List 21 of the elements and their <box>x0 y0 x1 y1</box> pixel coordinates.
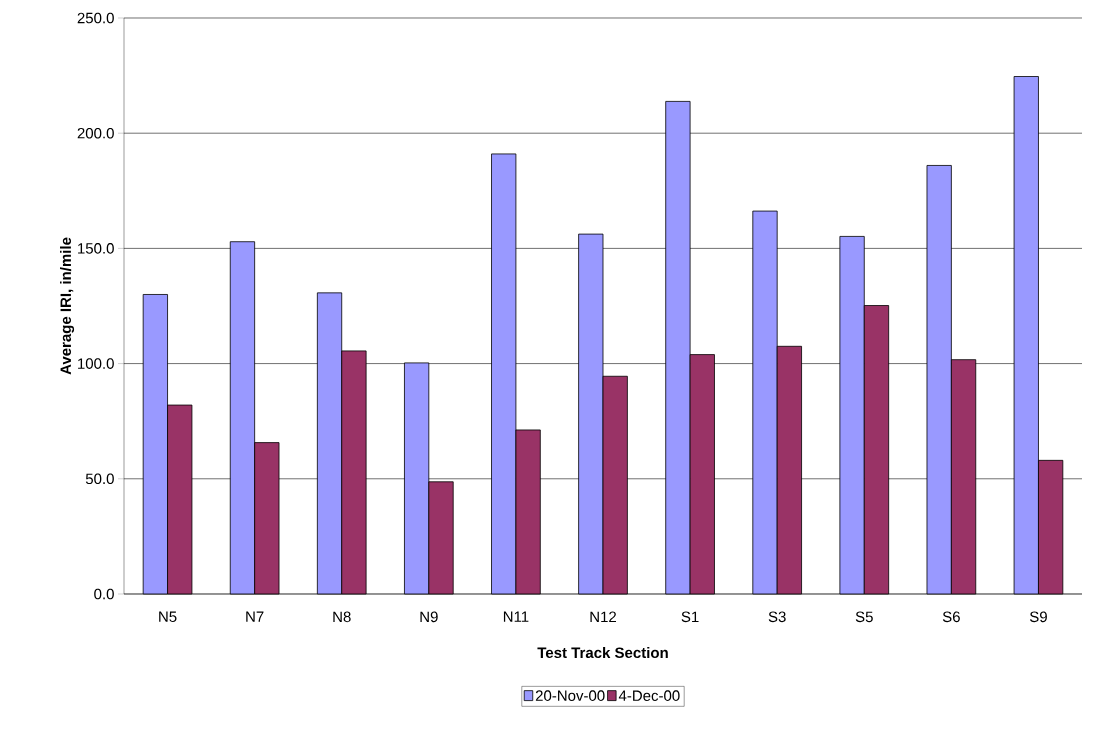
legend-label: 20-Nov-00 <box>535 690 605 701</box>
y-tick-label: 200.0 <box>77 127 114 139</box>
x-tick-label: N7 <box>246 611 264 622</box>
y-axis-title: Average IRI, in/mile <box>60 237 75 375</box>
x-tick-label: S1 <box>681 611 699 623</box>
x-tick-label: S5 <box>855 611 873 623</box>
x-tick-label: S9 <box>1029 611 1047 623</box>
legend-label: 4-Dec-00 <box>618 690 680 701</box>
y-tick-label: 0.0 <box>94 588 114 600</box>
y-tick-label: 150.0 <box>78 243 114 254</box>
x-tick-label: N11 <box>503 611 529 622</box>
x-tick-label: S6 <box>942 611 960 623</box>
x-tick-label: N9 <box>420 611 438 623</box>
x-tick-label: N8 <box>333 611 351 623</box>
x-tick-label: N12 <box>590 611 617 622</box>
y-tick-label: 250.0 <box>77 12 114 24</box>
x-axis-title: Test Track Section <box>537 647 668 659</box>
x-tick-label: S3 <box>768 611 786 623</box>
y-tick-label: 50.0 <box>85 473 114 485</box>
y-tick-label: 100.0 <box>78 358 114 369</box>
x-tick-label: N5 <box>159 611 177 622</box>
